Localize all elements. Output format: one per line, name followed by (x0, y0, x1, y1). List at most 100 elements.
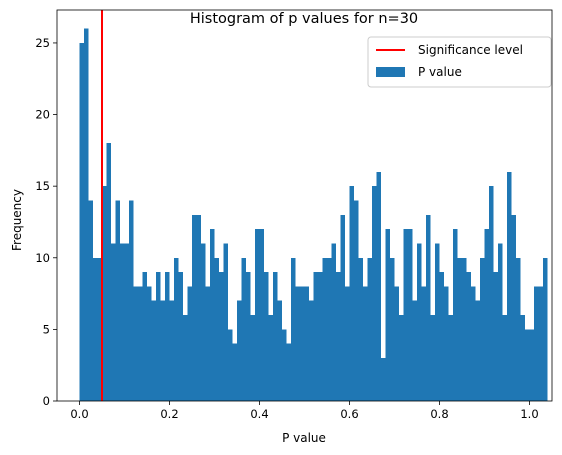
histogram-bar (381, 358, 386, 401)
histogram-bar (309, 300, 314, 401)
histogram-bar (354, 200, 359, 401)
histogram-bar (331, 243, 336, 401)
histogram-bar (286, 343, 291, 401)
histogram-bar (435, 243, 440, 401)
histogram-bar (237, 300, 242, 401)
histogram-bar (498, 243, 503, 401)
legend-label-pvalue: P value (418, 65, 462, 79)
histogram-bar (210, 229, 215, 401)
histogram-bar (291, 257, 296, 401)
histogram-bar (376, 171, 381, 401)
histogram-bar (93, 257, 98, 401)
histogram-bar (318, 272, 323, 401)
histogram-bar (115, 200, 120, 401)
histogram-bar (102, 186, 107, 401)
histogram-bar (408, 229, 413, 401)
y-tick-label: 20 (35, 108, 50, 122)
histogram-bar (489, 186, 494, 401)
legend-patch-swatch (376, 67, 405, 77)
y-tick-label: 0 (43, 394, 50, 408)
histogram-bar (484, 229, 489, 401)
histogram-bar (363, 286, 368, 401)
x-axis-label: P value (282, 431, 326, 445)
histogram-bar (534, 286, 539, 401)
histogram-bar (160, 300, 165, 401)
histogram-bar (201, 243, 206, 401)
legend: Significance level P value (367, 36, 552, 88)
histogram-bar (390, 257, 395, 401)
histogram-bar (255, 229, 260, 401)
histogram-bar (165, 272, 170, 401)
histogram-bar (277, 300, 282, 401)
histogram-bar (525, 329, 530, 401)
histogram-bar (457, 257, 462, 401)
histogram-bar (529, 329, 534, 401)
histogram-bar (214, 257, 219, 401)
histogram-bar (228, 329, 233, 401)
histogram-bar (133, 286, 138, 401)
histogram-bar (493, 272, 498, 401)
x-tick-label: 0.0 (70, 407, 88, 421)
histogram-bar (538, 286, 543, 401)
histogram-bar (178, 272, 183, 401)
legend-box (367, 36, 552, 88)
histogram-bar (129, 200, 134, 401)
histogram-bar (444, 286, 449, 401)
histogram-bar (156, 272, 161, 401)
histogram-bar (543, 257, 548, 401)
histogram-bar (511, 214, 516, 401)
x-tick-label: 0.4 (250, 407, 268, 421)
histogram-bar (480, 257, 485, 401)
histogram-bar (372, 186, 377, 401)
histogram-bar (475, 300, 480, 401)
histogram-bar (196, 214, 201, 401)
histogram-bar (295, 286, 300, 401)
histogram-bar (300, 286, 305, 401)
histogram-bar (412, 300, 417, 401)
histogram-bar (79, 42, 84, 401)
histogram-bar (345, 286, 350, 401)
histogram-bar (241, 257, 246, 401)
histogram-bar (466, 272, 471, 401)
histogram-bar (183, 315, 188, 401)
y-tick-label: 5 (43, 322, 50, 336)
histogram-bar (232, 343, 237, 401)
histogram-bar (304, 286, 309, 401)
histogram-bar (174, 257, 179, 401)
histogram-bar (502, 315, 507, 401)
x-tick-label: 0.2 (160, 407, 178, 421)
histogram-bar (322, 257, 327, 401)
histogram-bar (349, 186, 354, 401)
histogram-bar (169, 300, 174, 401)
histogram-bar (187, 286, 192, 401)
histogram-bar (142, 272, 147, 401)
histogram-bar (403, 229, 408, 401)
histogram-bar (417, 243, 422, 401)
histogram-bar (426, 214, 431, 401)
histogram-bar (471, 286, 476, 401)
histogram-bar (219, 272, 224, 401)
histogram-bar (327, 257, 332, 401)
histogram-bar (106, 143, 111, 401)
histogram-bar (205, 286, 210, 401)
x-tick-label: 0.8 (430, 407, 448, 421)
histogram-bar (340, 214, 345, 401)
histogram-bars (79, 28, 548, 401)
histogram-bar (88, 200, 93, 401)
histogram-bar (268, 315, 273, 401)
histogram-bar (97, 257, 102, 401)
histogram-bar (520, 315, 525, 401)
x-tick-label: 1.0 (520, 407, 538, 421)
histogram-bar (192, 214, 197, 401)
histogram-bar (84, 28, 89, 401)
histogram-bar (399, 315, 404, 401)
histogram-bar (259, 229, 264, 401)
y-axis-ticks: 0 5 10 15 20 25 (35, 36, 57, 408)
histogram-bar (462, 257, 467, 401)
histogram-bar (439, 272, 444, 401)
y-tick-label: 10 (35, 251, 50, 265)
histogram-bar (385, 229, 390, 401)
histogram-bar (507, 171, 512, 401)
histogram-bar (448, 315, 453, 401)
